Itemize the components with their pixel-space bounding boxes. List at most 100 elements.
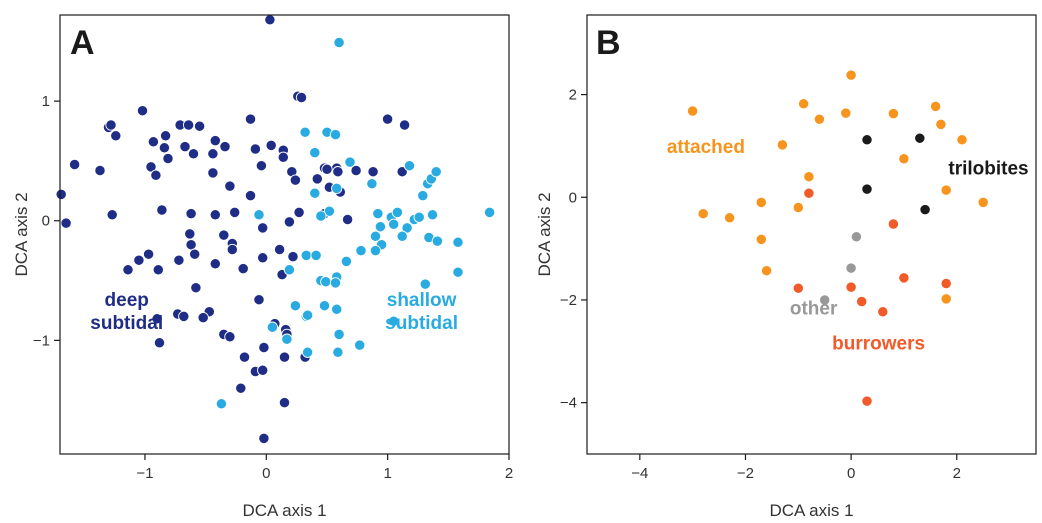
data-point xyxy=(215,398,228,410)
data-point xyxy=(887,107,900,120)
y-tick-label: −1 xyxy=(33,332,50,349)
data-point xyxy=(850,231,863,243)
data-point xyxy=(417,189,429,202)
data-point xyxy=(258,432,270,445)
data-point xyxy=(318,300,331,312)
x-axis-label: DCA axis 1 xyxy=(242,501,326,520)
data-point xyxy=(929,100,942,113)
data-point xyxy=(760,265,773,277)
data-point xyxy=(152,264,164,276)
x-axis-label: DCA axis 1 xyxy=(769,501,853,520)
data-point xyxy=(401,222,413,234)
data-point xyxy=(311,173,323,185)
data-point xyxy=(840,107,852,119)
data-point xyxy=(333,328,345,341)
x-axis: −4 −2 0 2 xyxy=(631,454,961,482)
data-point xyxy=(209,258,221,270)
data-point xyxy=(396,166,408,178)
data-point xyxy=(431,235,444,247)
data-point xyxy=(723,212,736,224)
data-point xyxy=(374,221,387,233)
data-point xyxy=(350,164,362,177)
y-tick-label: −4 xyxy=(560,395,577,412)
data-point xyxy=(977,196,989,209)
chart-panel-a: −1 0 1 2 −101 A DCA axis 1 DCA axis 2 deeps… xyxy=(12,14,513,520)
data-point xyxy=(697,208,709,220)
data-point xyxy=(133,254,145,266)
x-tick-label: −4 xyxy=(631,465,648,482)
data-point xyxy=(686,105,699,117)
annotation-label: subtidal xyxy=(385,313,458,334)
data-point xyxy=(419,278,431,290)
data-point xyxy=(189,248,201,260)
data-point xyxy=(914,132,926,144)
data-point xyxy=(68,158,81,171)
data-point xyxy=(331,303,343,315)
data-point xyxy=(219,140,231,153)
data-point xyxy=(235,382,247,394)
data-point xyxy=(301,346,314,358)
data-point xyxy=(105,119,117,131)
data-point xyxy=(372,207,384,220)
data-point xyxy=(877,306,889,318)
annotation-label: attached xyxy=(667,137,745,158)
data-point xyxy=(258,341,270,354)
chart-panel-b: −4 −2 0 2 −4 −2 0 2 B DCA axis 1 DCA axis 2 at… xyxy=(535,14,1037,520)
data-point xyxy=(340,255,353,268)
data-point xyxy=(315,210,327,222)
data-point xyxy=(452,236,464,248)
data-point xyxy=(193,120,206,132)
data-point xyxy=(253,294,265,306)
data-point xyxy=(755,233,767,246)
data-point xyxy=(301,309,314,321)
y-tick-label: 2 xyxy=(569,87,577,104)
x-tick-label: 2 xyxy=(953,465,961,482)
data-point xyxy=(60,217,72,229)
data-point xyxy=(940,293,952,305)
x-tick-label: −2 xyxy=(737,465,754,482)
data-point xyxy=(277,151,289,163)
data-point xyxy=(179,140,191,153)
data-point xyxy=(332,166,344,178)
data-point xyxy=(264,14,276,26)
plot-frame xyxy=(586,14,1037,455)
data-point xyxy=(283,216,296,228)
data-point xyxy=(136,105,149,117)
data-point xyxy=(207,148,219,160)
data-point xyxy=(142,248,155,260)
data-point xyxy=(861,183,873,195)
annotations: attached trilobites other burrowers xyxy=(667,137,1029,355)
data-point xyxy=(110,130,122,142)
annotation-label: subtidal xyxy=(90,313,163,334)
data-point xyxy=(295,91,308,104)
data-point xyxy=(238,351,251,363)
data-point xyxy=(265,139,277,152)
data-point xyxy=(887,218,900,230)
data-point xyxy=(185,207,197,220)
data-point xyxy=(229,206,241,219)
data-point xyxy=(224,180,236,192)
y-tick-label: 0 xyxy=(42,213,50,230)
data-point xyxy=(369,230,382,242)
y-axis: −1 0 1 xyxy=(33,93,60,349)
data-point xyxy=(426,209,439,221)
data-point xyxy=(185,239,197,251)
data-point xyxy=(253,209,265,221)
data-point xyxy=(919,203,931,216)
data-point xyxy=(354,339,366,351)
data-point xyxy=(329,128,342,141)
y-tick-label: −2 xyxy=(560,292,577,309)
data-point xyxy=(898,272,910,284)
y-tick-label: 0 xyxy=(569,189,577,206)
data-point xyxy=(106,209,118,221)
data-point xyxy=(190,282,202,294)
y-axis: −4 −2 0 2 xyxy=(560,87,587,412)
data-point xyxy=(396,230,408,242)
data-point xyxy=(209,134,221,147)
data-point xyxy=(178,310,190,323)
data-point xyxy=(207,167,219,179)
data-point xyxy=(329,277,342,289)
data-point xyxy=(403,160,416,172)
annotation-label: deep xyxy=(105,290,149,311)
data-point xyxy=(803,187,815,199)
